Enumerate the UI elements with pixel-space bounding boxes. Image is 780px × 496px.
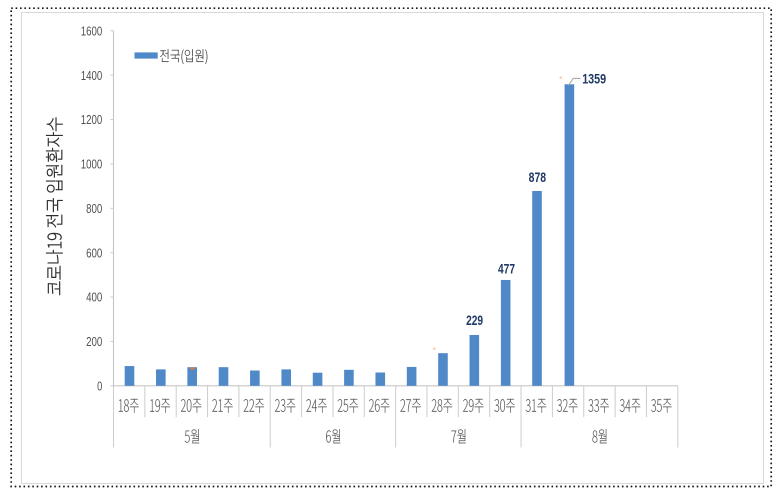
svg-text:200: 200 [86,334,102,349]
svg-text:1000: 1000 [81,157,103,172]
svg-text:800: 800 [86,201,102,216]
svg-text:477: 477 [498,262,515,277]
svg-text:1359: 1359 [582,72,606,87]
svg-text:1400: 1400 [81,68,103,83]
svg-text:0: 0 [97,378,102,393]
svg-text:1600: 1600 [81,23,103,38]
svg-text:229: 229 [466,313,483,328]
svg-text:1200: 1200 [81,112,103,127]
svg-text:600: 600 [86,245,102,260]
svg-text:878: 878 [529,170,547,185]
svg-text:400: 400 [86,290,102,305]
